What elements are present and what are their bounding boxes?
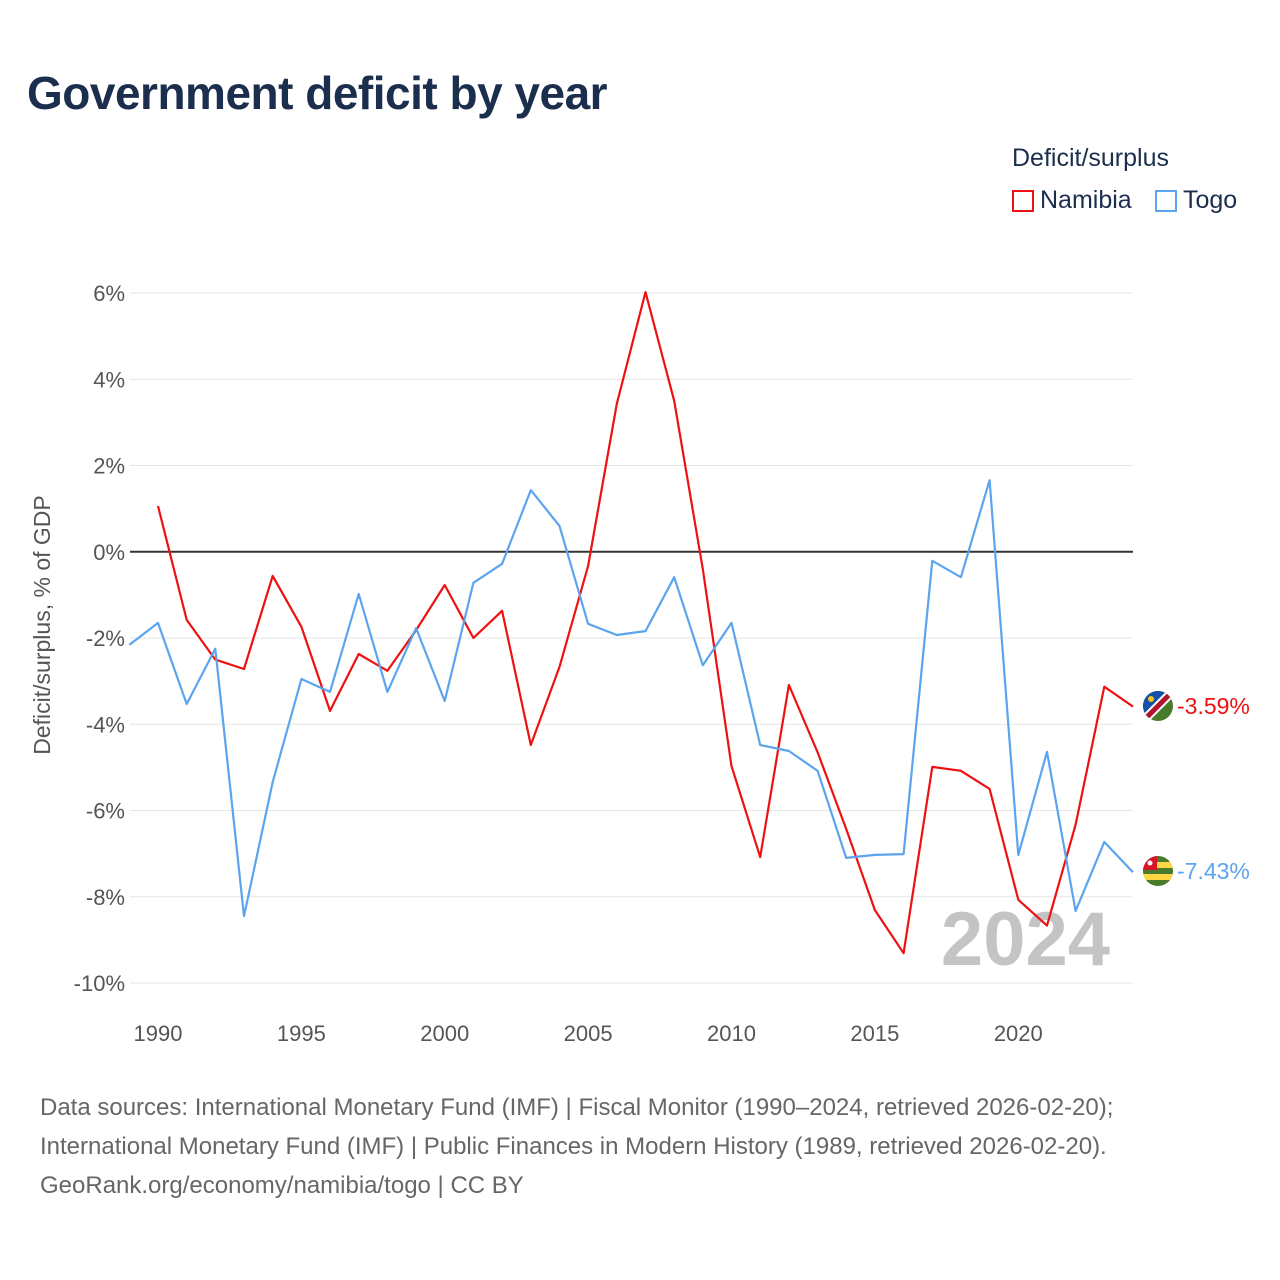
series-line-namibia — [156, 291, 1134, 955]
legend-swatch — [1155, 189, 1177, 212]
y-tick-label: -8% — [86, 885, 125, 910]
namibia-end-label: -3.59% — [1177, 693, 1250, 719]
legend-item-namibia[interactable]: Namibia — [1012, 186, 1132, 215]
y-tick-label: -10% — [74, 971, 125, 996]
x-tick-label: 2010 — [707, 1021, 756, 1046]
source-line: International Monetary Fund (IMF) | Publ… — [40, 1133, 1107, 1160]
y-tick-label: 2% — [93, 454, 125, 479]
source-line: Data sources: International Monetary Fun… — [40, 1094, 1114, 1121]
legend-label: Namibia — [1040, 186, 1132, 214]
footer: Data sources: International Monetary Fun… — [40, 1088, 1113, 1205]
x-tick-label: 2000 — [420, 1021, 469, 1046]
togo-end-label: -7.43% — [1177, 858, 1250, 884]
year-watermark: 2024 — [941, 897, 1110, 982]
togo-flag-icon — [1143, 856, 1173, 886]
y-tick-label: 6% — [93, 281, 125, 306]
source-link[interactable]: GeoRank.org/economy/namibia/togo | CC BY — [40, 1172, 524, 1199]
legend-swatch — [1012, 189, 1034, 212]
y-tick-label: -2% — [86, 626, 125, 651]
x-tick-label: 2020 — [994, 1021, 1043, 1046]
x-tick-label: 1990 — [134, 1021, 183, 1046]
x-tick-label: 2015 — [850, 1021, 899, 1046]
legend-label: Togo — [1183, 186, 1238, 214]
y-axis-label: Deficit/surplus, % of GDP — [29, 495, 55, 754]
series-line-togo — [128, 479, 1134, 918]
legend-item-togo[interactable]: Togo — [1155, 186, 1237, 215]
line-chart: 6% 4% 2% 0% -2% -4% -6% -8% -10% 1990 1995 2000 2005… — [29, 281, 1250, 1046]
y-tick-label: -6% — [86, 799, 125, 824]
x-tick-label: 2005 — [564, 1021, 613, 1046]
y-tick-label: 0% — [93, 540, 125, 565]
x-tick-label: 1995 — [277, 1021, 326, 1046]
chart-title: Government deficit by year — [27, 67, 608, 119]
namibia-flag-icon — [1143, 691, 1173, 721]
legend-title: Deficit/surplus — [1012, 144, 1169, 172]
y-tick-label: 4% — [93, 367, 125, 392]
y-tick-label: -4% — [86, 712, 125, 737]
